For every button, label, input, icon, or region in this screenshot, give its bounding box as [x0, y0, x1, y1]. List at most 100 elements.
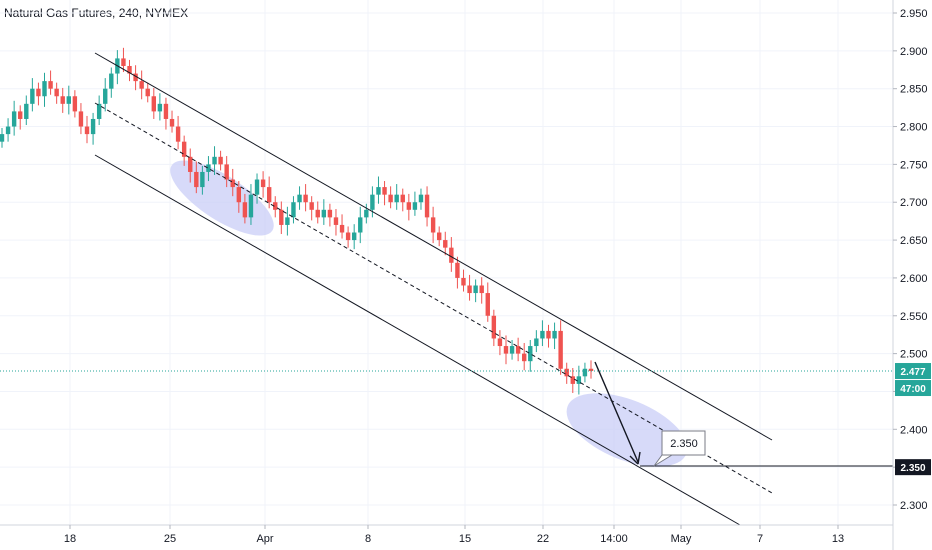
- candle-body: [84, 126, 90, 135]
- candle-body: [515, 346, 521, 354]
- price-tick-label: 2.800: [900, 122, 928, 134]
- candle-body: [90, 118, 96, 135]
- candle-body: [461, 277, 466, 286]
- candle-body: [309, 202, 314, 210]
- price-tick-label: 2.700: [900, 197, 928, 209]
- candle-body: [212, 156, 217, 165]
- candle-body: [297, 194, 302, 203]
- candle-body: [273, 202, 278, 210]
- candle-body: [200, 171, 205, 188]
- candle-body: [157, 103, 163, 112]
- candle-body: [351, 232, 357, 241]
- candle-body: [103, 88, 108, 104]
- candle-body: [473, 285, 478, 294]
- candle-body: [546, 330, 551, 339]
- candle-body: [345, 232, 351, 241]
- candle-body: [285, 217, 290, 225]
- candle-body: [151, 96, 157, 112]
- candle-body: [528, 346, 533, 362]
- candle-body: [582, 368, 588, 377]
- candle-body: [5, 126, 11, 135]
- candle-body: [0, 134, 5, 142]
- candle-body: [218, 156, 223, 165]
- price-tick-label: 2.400: [900, 424, 928, 436]
- candle-body: [497, 338, 503, 347]
- candle-body: [509, 346, 515, 354]
- candle-body: [72, 96, 78, 112]
- target-callout: 2.350: [653, 430, 706, 467]
- channel-upper-line: [94, 52, 773, 441]
- candle-body: [30, 88, 35, 104]
- candle-body: [54, 88, 59, 97]
- candle-body: [48, 81, 53, 89]
- candlestick-series: [0, 47, 594, 395]
- candle-body: [230, 179, 235, 188]
- candle-body: [291, 202, 296, 218]
- time-axis[interactable]: 18 25 Apr 8 15 22 14:00 May 7 13: [0, 524, 893, 545]
- candle-body: [394, 194, 399, 203]
- price-tick-label: 2.900: [900, 46, 928, 58]
- candle-body: [443, 240, 448, 248]
- candle-body: [133, 73, 138, 82]
- candle-body: [254, 179, 260, 195]
- channel-lower-line: [94, 154, 741, 526]
- candle-body: [424, 194, 430, 218]
- countdown-tag: [895, 380, 931, 397]
- candle-body: [169, 118, 175, 127]
- candle-body: [121, 58, 126, 66]
- price-axis[interactable]: 2.950 2.900 2.850 2.800 2.750 2.700 2.650 2.600…: [892, 0, 928, 550]
- candle-body: [503, 346, 509, 354]
- candle-body: [540, 330, 545, 339]
- candle-body: [321, 209, 327, 218]
- time-tick-label: 13: [832, 533, 844, 545]
- candle-body: [303, 194, 308, 203]
- candle-body: [78, 111, 84, 127]
- time-tick-label: 25: [164, 533, 176, 545]
- price-tags: 2.477 47:00 2.350: [0, 363, 931, 476]
- candle-body: [242, 202, 248, 218]
- candle-body: [181, 141, 187, 157]
- time-tick-label: 8: [365, 533, 371, 545]
- candle-body: [315, 209, 320, 218]
- candle-body: [60, 96, 65, 104]
- candle-body: [364, 209, 369, 218]
- price-tick-label: 2.650: [900, 235, 928, 247]
- time-tick-label: 22: [537, 533, 549, 545]
- target-price-tag: [895, 459, 931, 476]
- channel-drawings: 2.350: [94, 52, 893, 526]
- candle-body: [436, 232, 442, 241]
- countdown-label: 47:00: [900, 384, 926, 395]
- candle-body: [266, 187, 272, 203]
- price-tick-label: 2.750: [900, 159, 928, 171]
- candle-body: [11, 111, 17, 127]
- candle-body: [224, 164, 229, 180]
- price-tick-label: 2.850: [900, 84, 928, 96]
- candle-body: [388, 194, 393, 203]
- time-tick-label: 14:00: [600, 533, 628, 545]
- candle-body: [467, 285, 472, 294]
- price-tick-label: 2.600: [900, 273, 928, 285]
- candle-body: [522, 353, 527, 362]
- candle-body: [260, 179, 266, 188]
- candle-body: [333, 217, 339, 225]
- candle-body: [109, 73, 114, 89]
- candle-body: [570, 376, 575, 384]
- candle-body: [558, 330, 563, 369]
- candle-body: [479, 285, 484, 294]
- candle-body: [18, 111, 23, 119]
- candle-body: [370, 194, 375, 210]
- candle-body: [485, 293, 490, 316]
- candle-body: [206, 164, 211, 172]
- target-zone-ellipse: [566, 393, 688, 467]
- price-tick-label: 2.550: [900, 311, 928, 323]
- candle-body: [66, 96, 71, 104]
- candle-body: [418, 194, 424, 203]
- candle-body: [534, 338, 539, 347]
- target-callout-label: 2.350: [670, 438, 698, 450]
- time-tick-label: 7: [757, 533, 763, 545]
- time-tick-label: Apr: [256, 533, 273, 545]
- candle-body: [163, 103, 169, 119]
- last-price-label: 2.477: [900, 367, 925, 378]
- time-tick-label: May: [671, 533, 692, 545]
